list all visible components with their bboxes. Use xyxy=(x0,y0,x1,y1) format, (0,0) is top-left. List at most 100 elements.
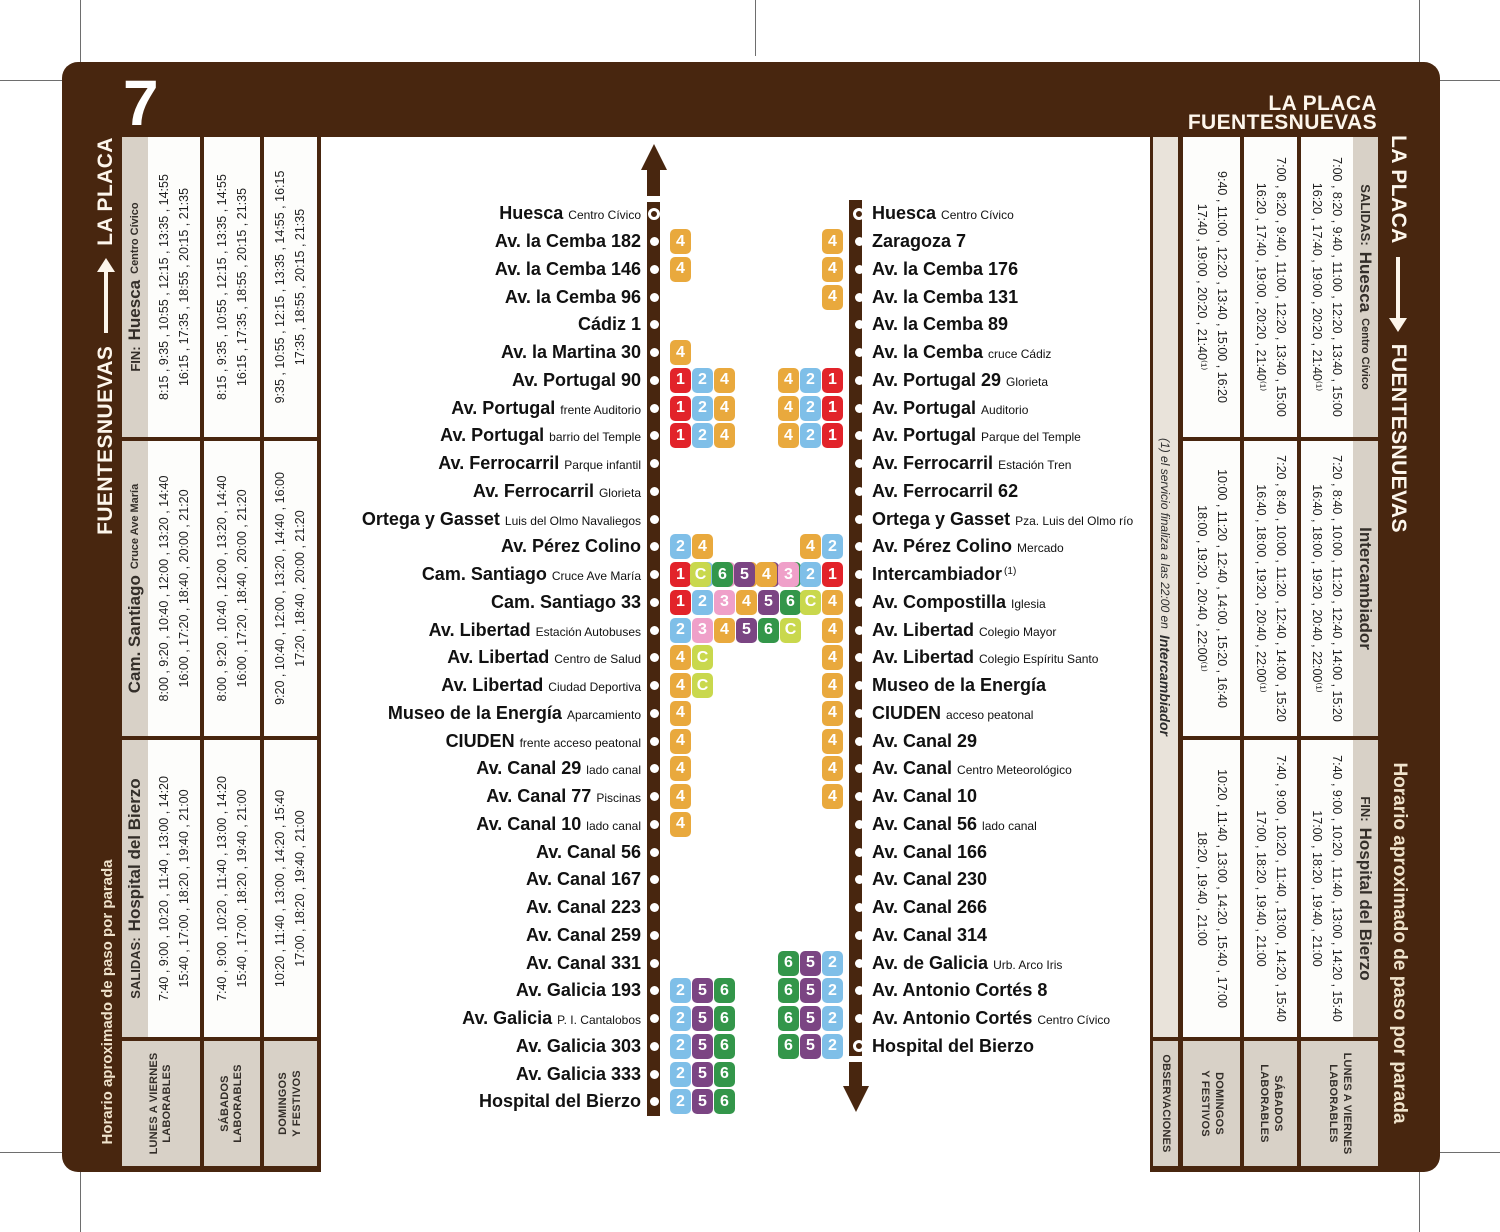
stop-dot-zone xyxy=(846,792,872,802)
stop-name: Av. la Cemba 176 xyxy=(872,258,1019,279)
rotated-content: 10:20 , 11:40 , 13:00 , 14:20 , 15:40 , … xyxy=(1183,740,1240,1037)
line-badge-5: 5 xyxy=(692,1061,713,1087)
day-type-label-line: LABORABLES xyxy=(161,1064,173,1143)
stop-row: Av. Canal 29 lado canal 4 xyxy=(330,755,855,783)
line-badge-6: 6 xyxy=(714,1006,735,1032)
stop-sublabel: Ciudad Deportiva xyxy=(548,680,641,695)
stop-label-zone: Av. Portugal 90 xyxy=(330,370,641,391)
line-badge-1: 1 xyxy=(822,423,843,449)
stop-row: Av. Libertad Ciudad Deportiva 4 C xyxy=(330,672,855,700)
timetable-times: 7:00 , 8:20 , 9:40 , 11:00 , 12:20 , 13:… xyxy=(1244,137,1297,437)
stop-sublabel: Centro Meteorológico xyxy=(957,763,1072,778)
timetable-section-sublabel: Centro Cívico xyxy=(1359,318,1372,390)
stop-label-zone: CIUDEN acceso peatonal xyxy=(872,703,1140,724)
rotated-content: DOMINGOS Y FESTIVOS xyxy=(264,1041,317,1166)
timetable-section-prefix: FIN: xyxy=(127,346,143,372)
line-badge-1: 1 xyxy=(822,395,843,421)
stop-sublabel: Cruce Ave María xyxy=(551,569,641,584)
day-type-label-line: DOMINGOS xyxy=(277,1072,289,1135)
stop-label-zone: Av. Antonio Cortés 8 xyxy=(872,980,1140,1001)
stop-sublabel: Aparcamiento xyxy=(566,707,641,722)
line-badge-5: 5 xyxy=(800,978,821,1004)
timetable-times: 8:00 , 9:20 , 10:40 , 12:00 , 13:20 , 14… xyxy=(148,441,200,736)
stop-name-wrap: Av. Ferrocarril Glorieta xyxy=(330,481,641,502)
stop-dot-zone xyxy=(641,431,667,441)
stop-dot xyxy=(854,431,864,441)
stop-name: Hospital del Bierzo xyxy=(872,1035,1035,1056)
stop-sublabel: Centro de Salud xyxy=(554,652,641,667)
stop-dot xyxy=(854,375,864,385)
stop-name-wrap: Av. Canal 259 xyxy=(330,925,641,946)
stop-dot xyxy=(854,792,864,802)
stop-row: 6 5 2 Av. Antonio Cortés Centro Cívico xyxy=(660,1005,1140,1033)
time-line: 16:20 , 17:40 , 19:00 , 20:20 , 21:40⁽¹⁾ xyxy=(1254,182,1268,392)
timetable-times: 7:20 , 8:40 , 10:00 , 11:20 , 12:40 , 14… xyxy=(1301,441,1353,736)
stop-name: Av. la Cemba 89 xyxy=(872,314,1009,335)
stop-label-zone: Av. Portugal frente Auditorio xyxy=(330,398,641,419)
timetable-times: 9:40 , 11:00 , 12:20 , 13:40 , 15:00 , 1… xyxy=(1183,137,1240,437)
stop-name: Av. Portugal 90 xyxy=(511,369,641,390)
stop-name: Av. Antonio Cortés 8 xyxy=(872,980,1048,1001)
rotated-content: LUNES A VIERNES LABORABLES xyxy=(1301,1041,1378,1166)
stop-name-wrap: Av. la Martina 30 xyxy=(330,342,641,363)
line-badge-6: 6 xyxy=(714,1089,735,1115)
line-badge-6: 6 xyxy=(780,589,801,615)
line-badge-1: 1 xyxy=(822,562,843,588)
stop-label-zone: Av. Galicia 303 xyxy=(330,1036,641,1057)
line-badge-4: 4 xyxy=(714,617,735,643)
time-line: 17:00 , 18:20 , 19:40 , 21:00 xyxy=(1254,810,1268,967)
stop-row: Av. Portugal barrio del Temple 1 2 4 xyxy=(330,422,855,450)
stop-dot-zone xyxy=(641,958,667,968)
timetable-section-header: SALIDAS: Huesca Centro Cívico xyxy=(1353,137,1378,437)
stop-name: Av. Canal 10 xyxy=(476,813,582,834)
stop-name-wrap: Ortega y Gasset Pza. Luis del Olmo río xyxy=(872,509,1140,530)
stop-name: Huesca xyxy=(872,203,937,224)
stop-name: Av. la Martina 30 xyxy=(500,342,641,363)
rotated-content: OBSERVACIONES xyxy=(1153,1041,1178,1166)
stop-dot xyxy=(649,348,659,358)
line-badge-1: 1 xyxy=(670,367,691,393)
stop-name: Av. Canal 166 xyxy=(872,841,988,862)
stop-dot xyxy=(854,348,864,358)
stop-name-wrap: Av. la Cemba cruce Cádiz xyxy=(872,342,1140,363)
stop-name: Av. Libertad xyxy=(428,619,531,640)
stop-dot xyxy=(649,681,659,691)
stop-dot xyxy=(649,1069,659,1079)
timetable-cell: SALIDAS: Hospital del Bierzo 7:40 , 9:00 ,… xyxy=(122,740,200,1037)
stop-badges-zone: 4 xyxy=(670,340,691,366)
stop-name-wrap: Av. Galicia 193 xyxy=(330,980,641,1001)
rotated-content: 10:00 , 11:20 , 12:40 , 14:00 , 15:20 , … xyxy=(1183,441,1240,736)
timetable-cell: FIN: Hospital del Bierzo 7:40 , 9:00 , 10:… xyxy=(1301,740,1378,1037)
route-arrow-stem xyxy=(647,170,660,196)
day-type-label-line: Y FESTIVOS xyxy=(290,1070,303,1137)
line-badge-3: 3 xyxy=(692,617,713,643)
stop-name: Ortega y Gasset xyxy=(872,508,1011,529)
stop-label-zone: Intercambiador (1) xyxy=(872,564,1140,585)
timetable-times: 8:15 , 9:35 , 10:55 , 12:15 , 13:35 , 14… xyxy=(148,137,200,437)
stop-label-zone: Av. Canal 56 xyxy=(330,842,641,863)
rotated-content: 7:40 , 9:00 , 10:20 , 11:40 , 13:00 , 14… xyxy=(1244,740,1297,1037)
stop-sublabel: Auditorio xyxy=(981,402,1029,417)
timetable-times: 9:35 , 10:55 , 12:15 , 13:35 , 14:55 , 1… xyxy=(264,137,317,437)
stop-name-wrap: Av. Canal 56 lado canal xyxy=(872,814,1140,835)
time-line: 16:15 , 17:35 , 18:55 , 20:15 , 21:35 xyxy=(234,187,249,387)
time-line: 7:00 , 8:20 , 9:40 , 11:00 , 12:20 , 13:… xyxy=(1274,157,1288,417)
time-line: 9:20 , 10:40 , 12:00 , 13:20 , 14:40 , 1… xyxy=(273,472,287,705)
stop-badges-zone: 4 xyxy=(660,756,843,782)
stop-sublabel: Colegio Mayor xyxy=(979,624,1057,639)
time-line: 17:00 , 18:20 , 19:40 , 21:00 xyxy=(293,810,307,967)
day-type-label: LUNES A VIERNES LABORABLES xyxy=(122,1041,200,1166)
stop-name-wrap: Museo de la Energía Aparcamiento xyxy=(330,703,641,724)
stop-name: Av. la Cemba 131 xyxy=(872,286,1019,307)
stop-badges-zone: 4 xyxy=(670,784,691,810)
rotated-content: 7:00 , 8:20 , 9:40 , 11:00 , 12:20 , 13:… xyxy=(1244,137,1297,437)
time-line: 17:40 , 19:00 , 20:20 , 21:40⁽¹⁾ xyxy=(1195,203,1209,371)
stop-dot-zone xyxy=(846,597,872,607)
stop-sublabel: Parque infantil xyxy=(564,458,641,473)
